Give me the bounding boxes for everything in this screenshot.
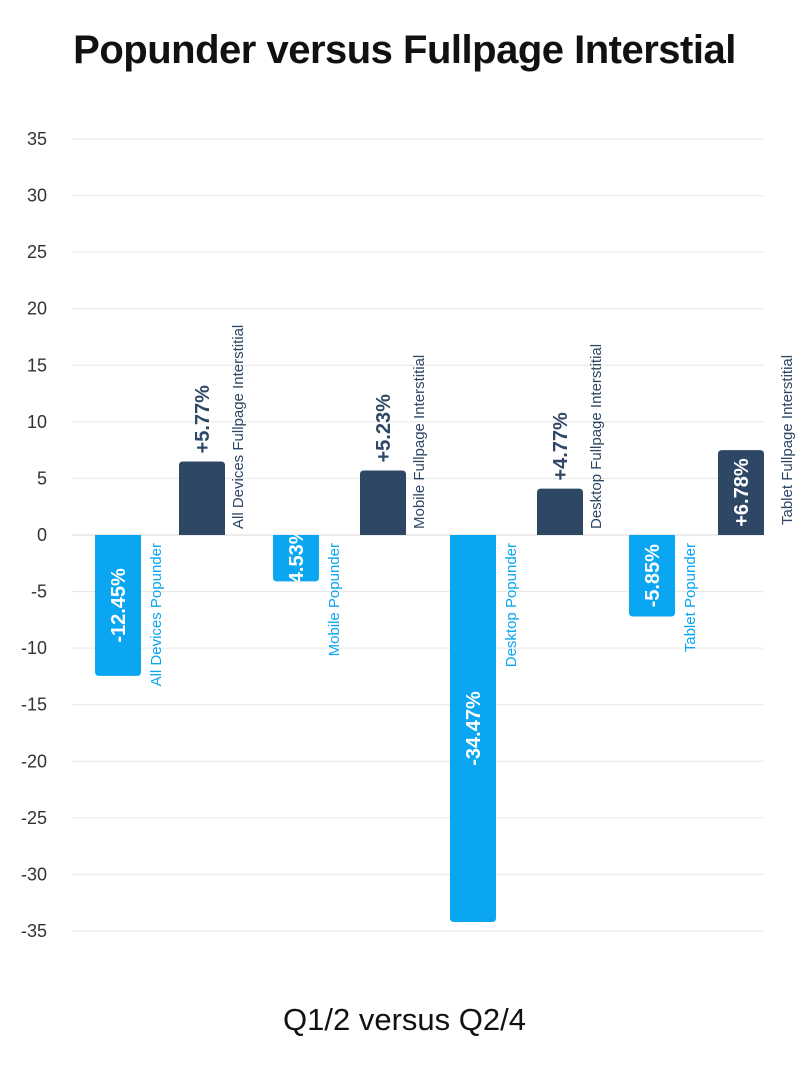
y-tick-label: -25 [21,808,47,828]
y-tick-label: -10 [21,638,47,658]
y-tick-label: 0 [37,525,47,545]
y-tick-label: -35 [21,921,47,941]
bar [273,535,319,582]
grid-lines: 35 30 25 20 15 10 5 0 -5 -10 -15 -20 -25 -30 -35 [21,129,763,941]
bar-value-label: +6.78% [731,458,753,527]
bar-value-label: -34.47% [463,691,485,766]
bar-value-label: +4.77% [550,412,572,481]
y-tick-label: 5 [37,468,47,488]
bar [629,535,675,617]
y-tick-label: 10 [27,412,47,432]
y-tick-label: -5 [31,582,47,602]
y-tick-label: -30 [21,864,47,884]
y-tick-label: -20 [21,751,47,771]
bar-category-label: Desktop Fullpage Interstitial [588,344,605,529]
x-axis-label: Q1/2 versus Q2/4 [283,1002,526,1037]
y-tick-label: 35 [27,129,47,149]
y-tick-label: 15 [27,355,47,375]
y-tick-label: 30 [27,186,47,206]
bar-category-label: All Devices Fullpage Interstitial [230,325,247,529]
bar-category-label: Mobile Popunder [326,543,343,656]
bar [537,488,583,535]
chart-title: Popunder versus Fullpage Interstial [73,28,736,72]
bar-value-label: -4.53% [286,526,308,590]
bars [95,450,764,922]
bar-category-label: Desktop Popunder [503,543,520,667]
bar-category-label: Tablet Fullpage Interstitial [779,355,796,525]
bar [360,470,406,535]
bar [718,450,764,535]
bar [179,461,225,535]
bar-value-label: +5.77% [192,385,214,454]
bar-category-label: Tablet Popunder [682,543,699,652]
bar-value-label: +5.23% [373,394,395,463]
bar [95,535,141,676]
bar [450,535,496,922]
bar-category-label: Mobile Fullpage Interstitial [411,355,428,529]
bar-value-label: -12.45% [108,568,130,643]
y-tick-label: 20 [27,299,47,319]
bar-value-label: -5.85% [642,544,664,608]
bar-labels: -12.45% All Devices Popunder +5.77% All Dev… [108,325,796,766]
y-tick-label: -15 [21,695,47,715]
bar-category-label: All Devices Popunder [148,543,165,686]
y-tick-label: 25 [27,242,47,262]
